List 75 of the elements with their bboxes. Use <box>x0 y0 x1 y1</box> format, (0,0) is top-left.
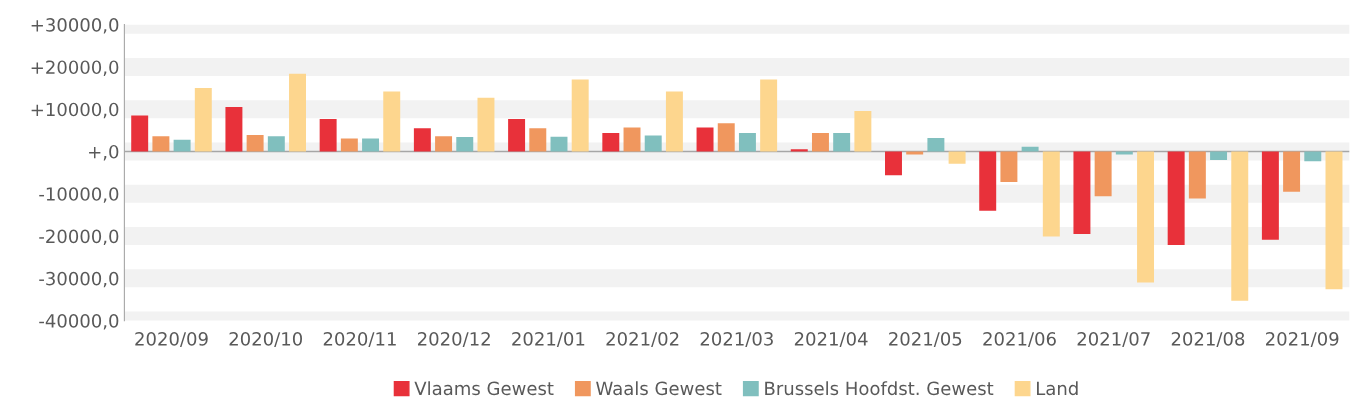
bar <box>267 136 285 152</box>
x-tick-label: 2021/09 <box>1266 332 1339 348</box>
bar <box>508 118 526 152</box>
bar <box>383 91 401 152</box>
bar <box>979 151 997 211</box>
bar <box>1261 151 1279 240</box>
legend-label: Waals Gewest <box>596 381 722 396</box>
legend-label: Vlaams Gewest <box>414 381 554 396</box>
bar <box>289 73 306 152</box>
x-tick-label: 2021/05 <box>889 332 962 348</box>
y-tick-label: -10000,0 <box>39 187 119 203</box>
bar <box>225 107 243 152</box>
bar <box>854 110 872 152</box>
bar <box>1115 151 1133 155</box>
bar <box>571 79 589 152</box>
bar <box>696 127 714 152</box>
bar <box>602 132 620 152</box>
bar <box>811 132 829 152</box>
x-tick-label: 2021/07 <box>1077 332 1150 348</box>
bar <box>246 135 264 152</box>
bar <box>1210 151 1228 160</box>
bar <box>885 151 902 176</box>
bar <box>760 79 778 152</box>
bar <box>1188 151 1206 199</box>
bar <box>362 138 380 152</box>
bar <box>1231 151 1249 301</box>
bar <box>717 123 735 152</box>
bar <box>927 137 945 152</box>
bar <box>1094 151 1112 197</box>
bar <box>644 135 662 152</box>
bar <box>131 115 149 152</box>
x-tick-label: 2020/10 <box>229 332 303 348</box>
bar <box>435 136 453 152</box>
x-tick-label: 2021/04 <box>794 332 868 348</box>
x-tick-label: 2020/09 <box>135 332 208 348</box>
x-tick-label: 2020/12 <box>417 332 490 348</box>
bar <box>340 138 358 152</box>
bar <box>1073 151 1091 234</box>
bar <box>173 139 191 152</box>
bar <box>948 151 966 164</box>
y-tick-label: +,0 <box>89 144 119 161</box>
bar <box>623 127 641 152</box>
bar <box>738 132 756 152</box>
x-tick-label: 2020/11 <box>323 332 396 348</box>
bar <box>790 149 808 152</box>
y-tick-label: +30000,0 <box>31 18 119 34</box>
y-tick-label: -20000,0 <box>39 229 119 245</box>
bar <box>456 137 474 152</box>
bar <box>1137 151 1155 283</box>
bar <box>665 91 683 152</box>
bar <box>319 118 337 152</box>
y-tick-label: -40000,0 <box>39 314 119 330</box>
x-tick-label: 2021/03 <box>700 332 773 348</box>
bar <box>529 128 547 152</box>
bar <box>1042 151 1060 237</box>
bar <box>1325 151 1343 290</box>
bar <box>906 151 924 155</box>
bar <box>1304 151 1322 162</box>
x-tick-label: 2021/01 <box>512 332 585 348</box>
y-tick-label: +10000,0 <box>31 102 119 119</box>
bar <box>194 88 212 152</box>
x-tick-label: 2021/08 <box>1171 332 1245 348</box>
y-tick-label: -30000,0 <box>39 271 119 288</box>
legend-label: Brussels Hoofdst. Gewest <box>765 381 994 396</box>
bar <box>833 132 851 152</box>
x-tick-label: 2021/02 <box>606 332 679 348</box>
x-tick-label: 2021/06 <box>983 332 1056 348</box>
legend-label: Land <box>1037 381 1078 396</box>
bar <box>1283 151 1301 192</box>
y-tick-label: +20000,0 <box>31 60 119 76</box>
bar <box>1167 151 1185 245</box>
bar <box>152 136 170 152</box>
bar <box>1000 151 1018 182</box>
bar <box>413 128 431 152</box>
bar <box>477 97 495 152</box>
